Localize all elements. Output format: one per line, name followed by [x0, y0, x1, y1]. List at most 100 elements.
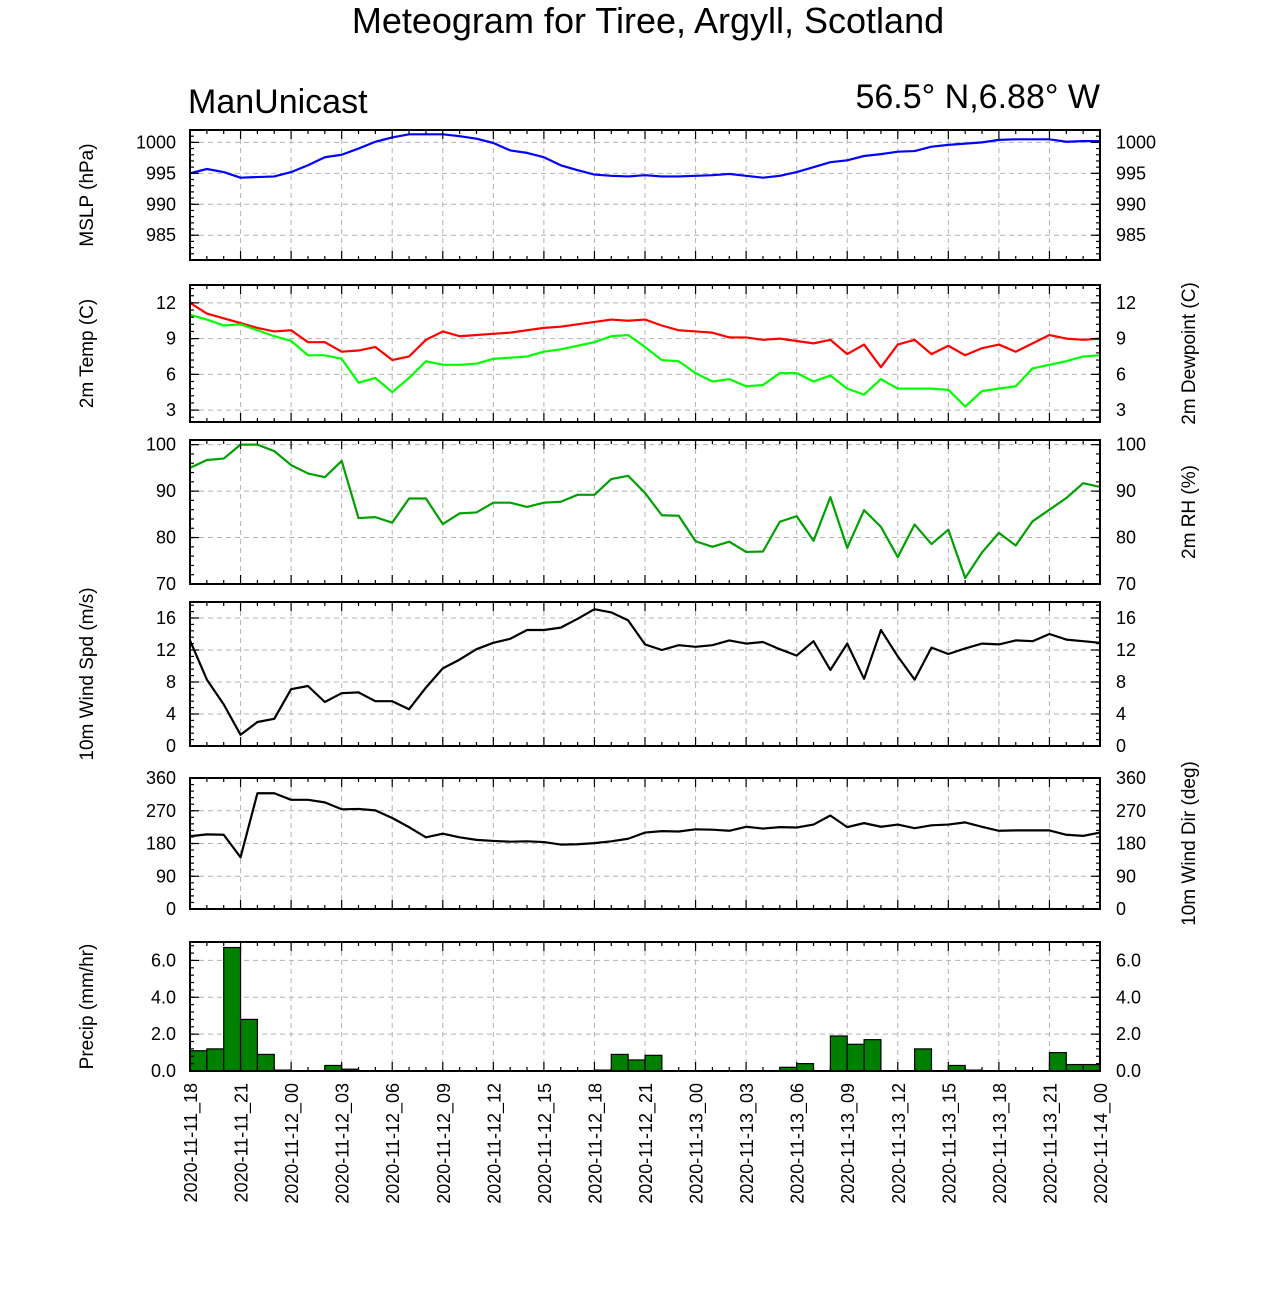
x-tick-label: 2020-11-12_00 [282, 1083, 303, 1204]
y-tick-label-right: 9 [1116, 329, 1126, 349]
y-tick-label-right: 100 [1116, 435, 1146, 455]
y-tick-label-left: 3 [166, 400, 176, 420]
y-tick-label-right: 6.0 [1116, 950, 1141, 970]
y-tick-label-right: 995 [1116, 163, 1146, 183]
y-axis-label-left: 10m Wind Spd (m/s) [77, 587, 98, 760]
y-tick-label-right: 90 [1116, 866, 1136, 886]
y-tick-label-right: 12 [1116, 293, 1136, 313]
y-tick-label-left: 90 [156, 481, 176, 501]
y-tick-label-left: 16 [156, 608, 176, 628]
y-axis-label-left: 2m Temp (C) [77, 299, 98, 408]
panel-frame [189, 941, 1101, 1072]
x-tick-label: 2020-11-13_18 [990, 1083, 1011, 1204]
x-tick-label: 2020-11-13_15 [939, 1083, 960, 1204]
y-tick-label-left: 4.0 [151, 987, 176, 1007]
y-tick-label-left: 9 [166, 329, 176, 349]
y-tick-label-left: 6 [166, 364, 176, 384]
y-tick-label-right: 12 [1116, 640, 1136, 660]
y-tick-label-right: 0 [1116, 899, 1126, 919]
precip-bar [914, 1048, 933, 1072]
y-tick-label-left: 990 [146, 194, 176, 214]
precip-bar [627, 1059, 646, 1072]
y-tick-label-left: 80 [156, 528, 176, 548]
y-tick-label-right: 0.0 [1116, 1061, 1141, 1081]
panel-wdir: 0 0 90 90 180 180 270 270 360 360 10m Wind Dir (de… [146, 761, 1200, 926]
y-tick-label-left: 12 [156, 293, 176, 313]
y-tick-label-right: 0 [1116, 736, 1126, 756]
y-tick-label-right: 8 [1116, 672, 1126, 692]
y-tick-label-left: 180 [146, 834, 176, 854]
chart-title: Meteogram for Tiree, Argyll, Scotland [352, 0, 944, 41]
y-tick-label-right: 2.0 [1116, 1024, 1141, 1044]
y-tick-label-left: 985 [146, 225, 176, 245]
precip-bar [223, 946, 242, 1072]
y-tick-label-left: 2.0 [151, 1024, 176, 1044]
precip-bar [189, 1050, 208, 1072]
y-tick-label-left: 90 [156, 866, 176, 886]
x-tick-label: 2020-11-13_00 [687, 1083, 708, 1204]
x-tick-label: 2020-11-13_21 [1040, 1083, 1061, 1204]
y-axis-label-right: 2m Dewpoint (C) [1179, 282, 1200, 425]
y-tick-label-right: 985 [1116, 225, 1146, 245]
mslp-series-line-0 [189, 133, 1100, 179]
y-tick-label-left: 0 [166, 736, 176, 756]
y-axis-label-left: Precip (mm/hr) [77, 944, 98, 1070]
temp-series-line-1 [189, 313, 1101, 408]
y-tick-label-right: 4 [1116, 704, 1126, 724]
y-tick-label-right: 4.0 [1116, 987, 1141, 1007]
y-tick-label-right: 6 [1116, 364, 1126, 384]
panel-frame [189, 601, 1101, 747]
x-tick-label: 2020-11-13_06 [788, 1083, 809, 1204]
x-tick-label: 2020-11-11_18 [181, 1083, 202, 1202]
y-tick-label-right: 90 [1116, 481, 1136, 501]
y-tick-label-right: 16 [1116, 608, 1136, 628]
y-axis-label-right: 2m RH (%) [1179, 465, 1200, 559]
wspd-series-line-0 [188, 608, 1101, 736]
panel-wspd: 0 0 4 4 8 8 12 12 16 16 10m Wind Spd (m/s) [77, 587, 1136, 760]
panel-mslp: 985 985 990 990 995 995 1000 1000 MSLP (hPa) [77, 129, 1156, 261]
y-tick-label-left: 4 [166, 704, 176, 724]
x-tick-label: 2020-11-12_03 [333, 1083, 354, 1204]
panel-frame [189, 284, 1101, 423]
panel-frame [189, 777, 1101, 910]
x-axis: 2020-11-11_18 2020-11-11_21 2020-11-12_00 2… [181, 1083, 1112, 1204]
location-label: 56.5° N,6.88° W [855, 78, 1100, 116]
x-tick-label: 2020-11-12_21 [636, 1083, 657, 1204]
y-tick-label-left: 12 [156, 640, 176, 660]
y-tick-label-left: 0 [166, 899, 176, 919]
precip-bar [1048, 1051, 1067, 1072]
y-tick-label-left: 995 [146, 163, 176, 183]
y-tick-label-left: 0.0 [151, 1061, 176, 1081]
x-tick-label: 2020-11-11_21 [232, 1083, 253, 1202]
temp-series-line-0 [189, 301, 1101, 369]
y-tick-label-right: 990 [1116, 194, 1146, 214]
precip-bar [239, 1018, 259, 1072]
y-tick-label-left: 360 [146, 768, 176, 788]
precip-bar [610, 1053, 629, 1072]
y-tick-label-left: 100 [146, 435, 176, 455]
y-tick-label-right: 70 [1116, 574, 1136, 594]
precip-bar [796, 1063, 815, 1072]
y-tick-label-right: 3 [1116, 400, 1126, 420]
y-tick-label-left: 70 [156, 574, 176, 594]
precip-bar [206, 1048, 225, 1072]
y-tick-label-right: 360 [1116, 768, 1146, 788]
precip-bar [644, 1054, 663, 1072]
x-tick-label: 2020-11-12_06 [383, 1083, 404, 1204]
rh-series-line-0 [189, 443, 1101, 580]
y-axis-label-left: MSLP (hPa) [77, 143, 98, 246]
x-tick-label: 2020-11-13_09 [838, 1083, 859, 1204]
x-tick-label: 2020-11-13_12 [889, 1083, 910, 1204]
x-tick-label: 2020-11-12_12 [484, 1083, 505, 1204]
precip-bar [829, 1035, 848, 1072]
panel-temp: 3 3 6 6 9 9 12 12 2m Temp (C) 2m Dewpoint (C) [77, 282, 1200, 425]
y-tick-label-left: 6.0 [151, 950, 176, 970]
x-tick-label: 2020-11-12_15 [535, 1083, 556, 1204]
panel-rh: 70 70 80 80 90 90 100 100 2m RH (%) [146, 435, 1200, 594]
x-tick-label: 2020-11-12_09 [434, 1083, 455, 1204]
y-tick-label-left: 1000 [136, 132, 176, 152]
wdir-series-line-0 [189, 792, 1101, 859]
model-label: ManUnicast [188, 83, 368, 121]
